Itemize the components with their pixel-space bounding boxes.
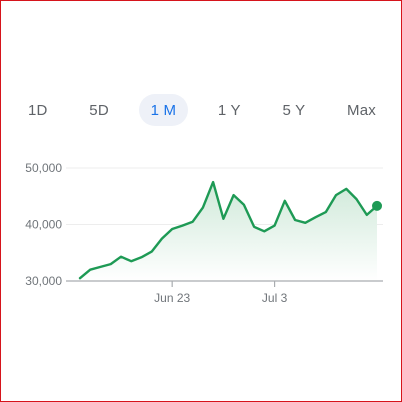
range-tab-5d[interactable]: 5D xyxy=(89,101,109,119)
current-price-dot xyxy=(372,200,382,211)
x-tick-label: Jun 23 xyxy=(154,291,190,305)
area-fill-layer xyxy=(78,180,382,281)
area-fill xyxy=(80,182,377,281)
y-tick-label: 40,000 xyxy=(25,218,62,232)
x-tick-label: Jul 3 xyxy=(262,291,288,305)
y-tick-label: 30,000 xyxy=(25,274,62,288)
time-range-selector: 1D 5D 1 M 1 Y 5 Y Max xyxy=(16,94,388,126)
y-tick-label: 50,000 xyxy=(25,161,62,175)
range-tab-1m[interactable]: 1 M xyxy=(138,94,189,126)
tick-labels: 50,000 40,000 30,000 Jun 23 Jul 3 xyxy=(25,161,287,305)
axis-layer xyxy=(66,280,383,287)
range-tab-5y[interactable]: 5 Y xyxy=(282,101,306,119)
range-tab-1d[interactable]: 1D xyxy=(28,101,48,119)
range-tab-max[interactable]: Max xyxy=(347,101,376,119)
range-tab-1y[interactable]: 1 Y xyxy=(217,101,241,119)
price-line xyxy=(78,180,379,280)
